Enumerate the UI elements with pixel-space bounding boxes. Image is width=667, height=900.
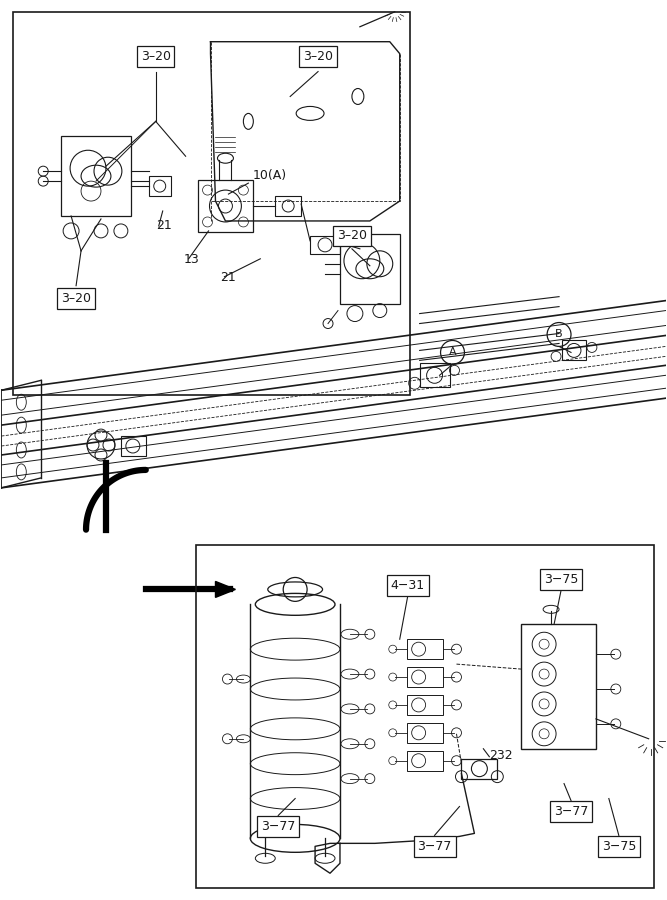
- Text: 3–20: 3–20: [303, 50, 333, 63]
- Bar: [562, 340, 586, 360]
- Text: 10(A): 10(A): [252, 169, 286, 182]
- Bar: [13, 12, 410, 395]
- Text: B: B: [555, 329, 563, 339]
- Bar: [407, 751, 442, 770]
- Text: 3−75: 3−75: [544, 573, 578, 586]
- Bar: [275, 196, 301, 216]
- Bar: [407, 723, 442, 742]
- Text: 3−75: 3−75: [602, 840, 636, 853]
- Bar: [121, 436, 146, 456]
- Text: 4−31: 4−31: [391, 579, 425, 592]
- Bar: [462, 759, 498, 778]
- Text: 21: 21: [155, 219, 171, 232]
- Bar: [61, 136, 131, 216]
- Text: 21: 21: [221, 271, 236, 284]
- Text: A: A: [449, 347, 456, 357]
- Text: 3–20: 3–20: [141, 50, 171, 63]
- Bar: [195, 544, 654, 888]
- Bar: [407, 667, 442, 687]
- Text: 3−77: 3−77: [261, 820, 295, 832]
- Bar: [149, 176, 171, 196]
- Polygon shape: [215, 581, 235, 598]
- Text: 3–20: 3–20: [337, 230, 367, 242]
- Bar: [420, 364, 450, 387]
- Text: 3–20: 3–20: [61, 292, 91, 305]
- Bar: [197, 180, 253, 232]
- Bar: [407, 639, 442, 659]
- Bar: [310, 236, 340, 254]
- Text: 232: 232: [490, 749, 513, 761]
- Text: 13: 13: [183, 253, 199, 266]
- Bar: [340, 234, 400, 303]
- Text: 3−77: 3−77: [554, 805, 588, 818]
- Bar: [407, 695, 442, 715]
- Bar: [521, 625, 596, 749]
- Text: 3−77: 3−77: [418, 840, 452, 853]
